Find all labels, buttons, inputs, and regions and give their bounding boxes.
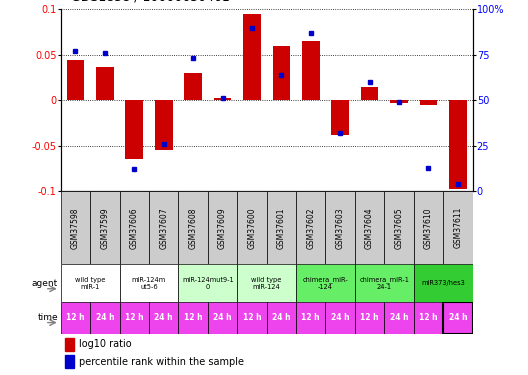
Text: 24 h: 24 h xyxy=(213,314,232,322)
Bar xyxy=(384,302,414,334)
Bar xyxy=(155,100,173,150)
Bar xyxy=(414,264,473,302)
Text: 12 h: 12 h xyxy=(66,314,84,322)
Bar xyxy=(296,302,325,334)
Bar xyxy=(243,14,261,100)
Text: GSM37610: GSM37610 xyxy=(424,207,433,249)
Bar xyxy=(355,302,384,334)
Text: chimera_miR-1
24-1: chimera_miR-1 24-1 xyxy=(360,276,409,290)
Text: time: time xyxy=(37,314,58,322)
Text: miR373/hes3: miR373/hes3 xyxy=(421,280,465,286)
Text: 24 h: 24 h xyxy=(96,314,114,322)
Text: log10 ratio: log10 ratio xyxy=(79,339,132,349)
Bar xyxy=(149,302,178,334)
Bar xyxy=(96,67,114,100)
Text: 12 h: 12 h xyxy=(360,314,379,322)
Bar xyxy=(272,46,290,100)
Text: percentile rank within the sample: percentile rank within the sample xyxy=(79,357,244,367)
Text: 12 h: 12 h xyxy=(184,314,202,322)
Bar xyxy=(296,264,355,302)
Bar xyxy=(449,100,467,189)
Text: GSM37609: GSM37609 xyxy=(218,207,227,249)
Bar xyxy=(443,191,473,264)
Text: GSM37598: GSM37598 xyxy=(71,207,80,249)
Bar xyxy=(178,302,208,334)
Bar xyxy=(178,264,237,302)
Text: GSM37608: GSM37608 xyxy=(188,207,197,249)
Text: wild type
miR-1: wild type miR-1 xyxy=(75,277,105,290)
Bar xyxy=(67,60,84,100)
Bar xyxy=(384,191,414,264)
Bar xyxy=(355,191,384,264)
Bar xyxy=(178,191,208,264)
Bar xyxy=(390,100,408,103)
Bar xyxy=(237,302,267,334)
Bar xyxy=(90,191,119,264)
Text: 12 h: 12 h xyxy=(243,314,261,322)
Bar xyxy=(119,302,149,334)
Bar xyxy=(237,191,267,264)
Bar xyxy=(90,302,119,334)
Bar xyxy=(414,191,443,264)
Text: GSM37600: GSM37600 xyxy=(248,207,257,249)
Text: GDS1858 / 10000630461: GDS1858 / 10000630461 xyxy=(71,0,230,4)
Text: 12 h: 12 h xyxy=(301,314,320,322)
Text: GSM37611: GSM37611 xyxy=(454,207,463,249)
Bar xyxy=(214,99,231,100)
Bar xyxy=(414,302,443,334)
Bar xyxy=(443,302,473,334)
Bar xyxy=(302,41,319,100)
Text: agent: agent xyxy=(32,279,58,288)
Bar xyxy=(208,191,237,264)
Bar xyxy=(361,87,379,100)
Text: GSM37605: GSM37605 xyxy=(394,207,403,249)
Text: 24 h: 24 h xyxy=(449,314,467,322)
Text: wild type
miR-124: wild type miR-124 xyxy=(251,277,282,290)
Text: miR-124mut9-1
0: miR-124mut9-1 0 xyxy=(182,277,233,290)
Bar xyxy=(126,100,143,159)
Bar xyxy=(267,191,296,264)
Text: GSM37602: GSM37602 xyxy=(306,207,315,249)
Text: GSM37607: GSM37607 xyxy=(159,207,168,249)
Bar xyxy=(267,302,296,334)
Bar xyxy=(325,302,355,334)
Text: 12 h: 12 h xyxy=(419,314,438,322)
Text: GSM37601: GSM37601 xyxy=(277,207,286,249)
Bar xyxy=(296,191,325,264)
Text: GSM37604: GSM37604 xyxy=(365,207,374,249)
Text: 24 h: 24 h xyxy=(331,314,350,322)
Bar xyxy=(325,191,355,264)
Bar xyxy=(119,264,178,302)
Bar xyxy=(61,302,90,334)
Text: GSM37606: GSM37606 xyxy=(130,207,139,249)
Text: 24 h: 24 h xyxy=(154,314,173,322)
Bar xyxy=(61,264,119,302)
Bar xyxy=(420,100,437,105)
Bar xyxy=(61,191,90,264)
Bar xyxy=(208,302,237,334)
Bar xyxy=(65,355,74,368)
Text: 24 h: 24 h xyxy=(390,314,408,322)
Bar xyxy=(65,338,74,351)
Text: 24 h: 24 h xyxy=(272,314,290,322)
Bar xyxy=(119,191,149,264)
Text: miR-124m
ut5-6: miR-124m ut5-6 xyxy=(132,277,166,290)
Bar xyxy=(237,264,296,302)
Bar xyxy=(332,100,349,135)
Text: 12 h: 12 h xyxy=(125,314,144,322)
Bar xyxy=(184,73,202,100)
Text: GSM37603: GSM37603 xyxy=(336,207,345,249)
Bar xyxy=(149,191,178,264)
Text: GSM37599: GSM37599 xyxy=(100,207,109,249)
Text: chimera_miR-
-124: chimera_miR- -124 xyxy=(303,276,348,290)
Bar xyxy=(355,264,414,302)
